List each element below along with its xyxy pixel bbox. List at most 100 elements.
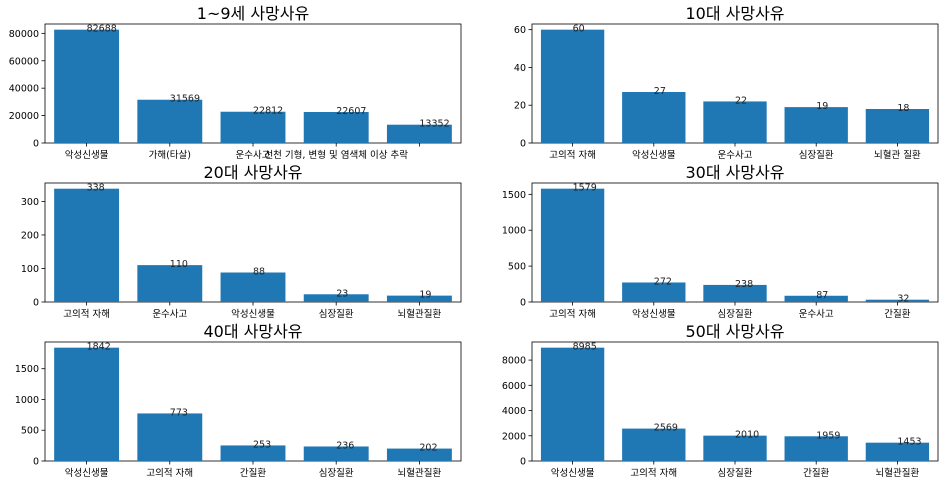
bar-5-4 xyxy=(303,446,369,461)
bar-4-1 xyxy=(540,188,605,302)
data-label: 32 xyxy=(897,294,909,305)
y-tick-label: 0 xyxy=(520,139,526,150)
x-tick-label: 고의적 자해 xyxy=(549,149,596,161)
x-tick-label: 악성신생물 xyxy=(65,467,109,479)
y-tick-label: 0 xyxy=(33,298,39,309)
y-tick-label: 40000 xyxy=(9,84,39,95)
x-tick-label: 뇌혈관질환 xyxy=(398,308,442,320)
chart-title-5: 40대 사망사유 xyxy=(203,322,302,341)
x-tick-label: 심장질환 xyxy=(718,467,753,479)
bar-6-4 xyxy=(784,436,848,461)
data-label: 88 xyxy=(253,267,265,278)
y-tick-label: 200 xyxy=(21,230,39,241)
x-tick-label: 악성신생물 xyxy=(632,308,676,320)
y-tick-label: 1500 xyxy=(502,190,526,201)
y-tick-label: 60000 xyxy=(9,56,39,67)
y-tick-label: 500 xyxy=(508,262,526,273)
bar-4-3 xyxy=(703,284,767,302)
bar-1-5 xyxy=(386,124,452,143)
y-tick-label: 100 xyxy=(21,264,39,275)
bar-5-1 xyxy=(54,347,120,461)
data-label: 202 xyxy=(419,443,437,454)
x-tick-label: 간질환 xyxy=(884,308,910,320)
data-label: 19 xyxy=(419,290,431,301)
x-tick-label: 운수사고 xyxy=(236,150,271,161)
y-tick-label: 40 xyxy=(514,63,526,74)
data-label: 338 xyxy=(87,183,105,194)
bar-3-1 xyxy=(54,188,120,302)
y-tick-label: 0 xyxy=(33,457,39,468)
x-tick-label: 고의적 자해 xyxy=(549,308,596,320)
data-label: 22812 xyxy=(253,106,283,117)
bar-4-5 xyxy=(865,299,930,302)
bar-4-4 xyxy=(784,295,848,302)
x-tick-label: 심장질환 xyxy=(718,308,753,320)
y-tick-label: 500 xyxy=(21,426,39,437)
x-tick-label: 악성신생물 xyxy=(65,149,109,161)
y-tick-label: 1000 xyxy=(502,226,526,237)
x-tick-label: 가해(타살) xyxy=(149,149,191,161)
bar-4-2 xyxy=(622,282,686,302)
data-label: 253 xyxy=(253,439,271,450)
x-tick-label: 간질환 xyxy=(803,467,829,479)
chart-title-6: 50대 사망사유 xyxy=(685,322,784,341)
y-tick-label: 80000 xyxy=(9,29,39,40)
x-tick-label: 뇌혈관 질환 xyxy=(874,149,921,161)
y-tick-label: 20000 xyxy=(9,111,39,122)
bar-3-4 xyxy=(303,294,369,302)
data-label: 2569 xyxy=(654,423,678,434)
data-label: 238 xyxy=(735,279,753,290)
bar-2-4 xyxy=(784,107,848,143)
y-tick-label: 60 xyxy=(514,25,526,36)
data-label: 87 xyxy=(816,290,828,301)
bar-5-2 xyxy=(137,413,203,461)
y-tick-label: 300 xyxy=(21,197,39,208)
data-label: 110 xyxy=(170,259,188,270)
data-label: 1453 xyxy=(897,437,921,448)
x-tick-label: 운수사고 xyxy=(152,309,187,320)
y-tick-label: 8000 xyxy=(502,356,526,367)
bar-6-5 xyxy=(865,442,930,461)
y-tick-label: 4000 xyxy=(502,406,526,417)
x-tick-label: 심장질환 xyxy=(319,467,354,479)
data-label: 1579 xyxy=(573,183,597,194)
data-label: 773 xyxy=(170,407,188,418)
data-label: 2010 xyxy=(735,430,759,441)
bar-1-1 xyxy=(54,29,120,143)
x-tick-label: 고의적 자해 xyxy=(630,467,677,479)
x-tick-label: 선천 기형, 변형 및 염색체 이상 추락 xyxy=(264,149,408,161)
chart-title-1: 1~9세 사망사유 xyxy=(197,4,309,23)
bar-5-3 xyxy=(220,445,286,461)
x-tick-label: 심장질환 xyxy=(319,308,354,320)
bar-2-1 xyxy=(540,29,605,144)
bar-6-2 xyxy=(622,428,686,461)
bar-1-3 xyxy=(220,111,286,143)
data-label: 236 xyxy=(336,440,354,451)
data-label: 22607 xyxy=(336,106,366,117)
data-label: 31569 xyxy=(170,94,200,105)
data-label: 82688 xyxy=(87,24,117,35)
data-label: 19 xyxy=(816,101,828,112)
data-label: 13352 xyxy=(419,119,449,130)
bar-1-2 xyxy=(137,99,203,143)
data-label: 1959 xyxy=(816,430,840,441)
bar-1-4 xyxy=(303,112,369,143)
chart-title-2: 10대 사망사유 xyxy=(685,4,784,23)
x-tick-label: 심장질환 xyxy=(799,149,834,161)
x-tick-label: 악성신생물 xyxy=(632,149,676,161)
bar-2-3 xyxy=(703,101,767,143)
x-tick-label: 고의적 자해 xyxy=(146,467,193,479)
data-label: 18 xyxy=(897,103,909,114)
y-tick-label: 1500 xyxy=(15,364,39,375)
y-tick-label: 6000 xyxy=(502,381,526,392)
chart-title-3: 20대 사망사유 xyxy=(203,163,302,182)
y-tick-label: 20 xyxy=(514,101,526,112)
x-tick-label: 간질환 xyxy=(240,467,266,479)
y-tick-label: 0 xyxy=(33,139,39,150)
data-label: 23 xyxy=(336,288,348,299)
bar-2-5 xyxy=(865,109,930,143)
bar-5-5 xyxy=(386,448,452,461)
y-tick-label: 2000 xyxy=(502,431,526,442)
data-label: 22 xyxy=(735,95,747,106)
